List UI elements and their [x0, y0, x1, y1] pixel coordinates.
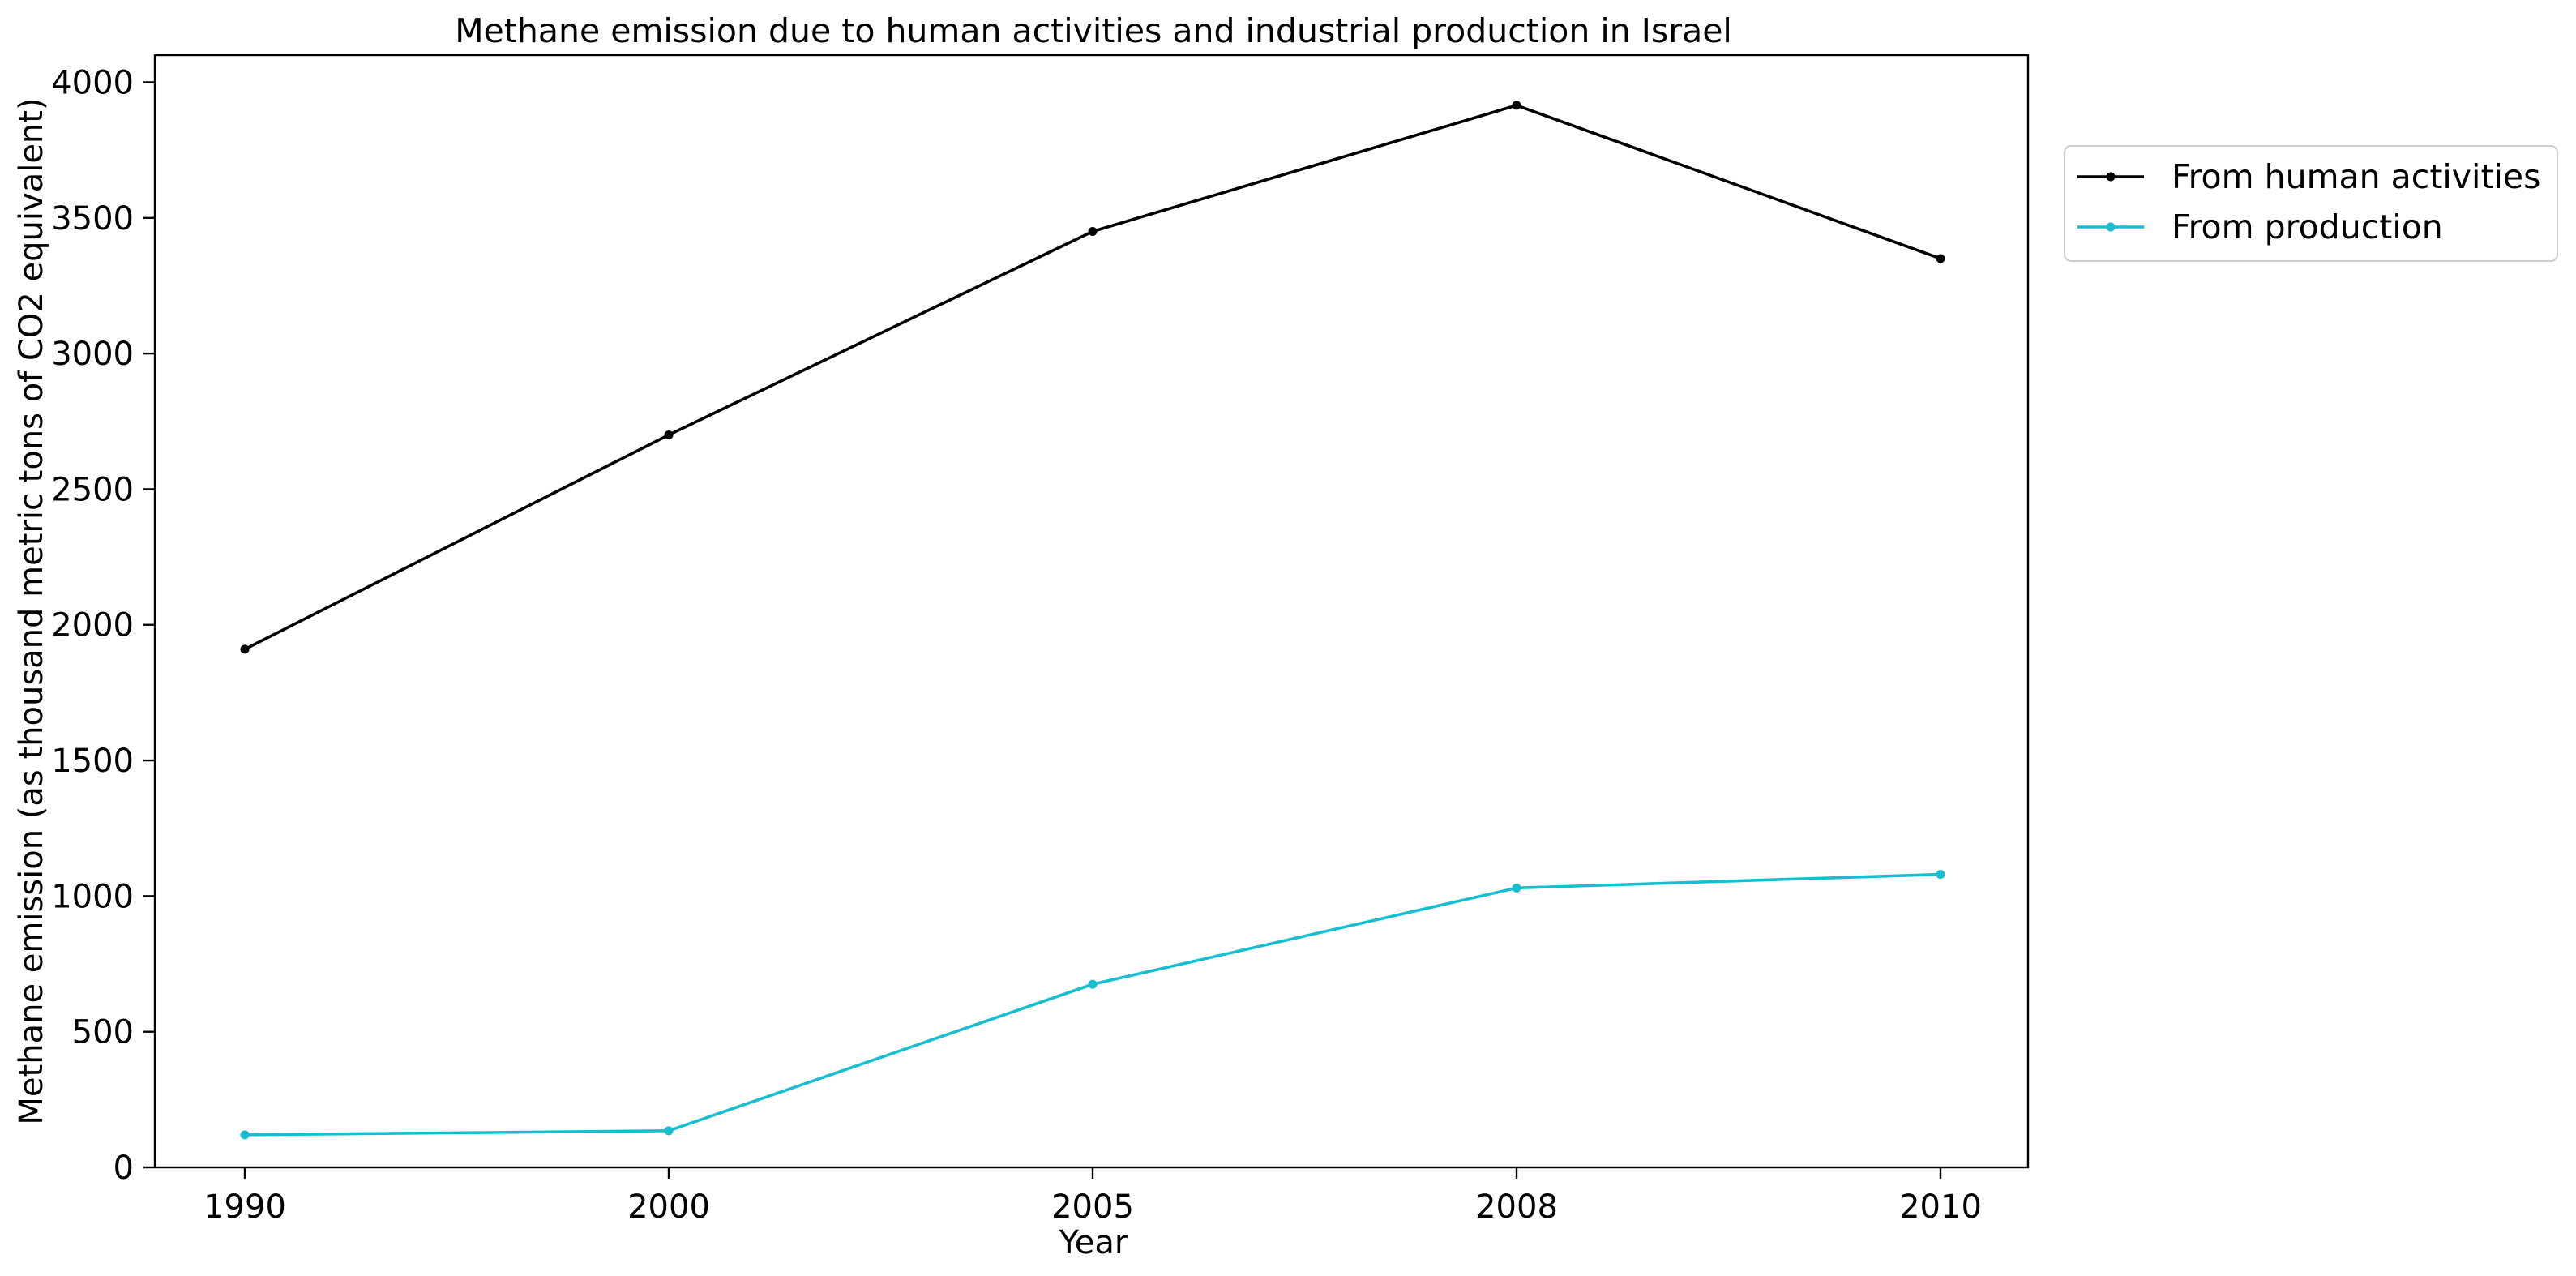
data-point-from-production: [240, 1130, 250, 1140]
legend-label: From production: [2172, 208, 2443, 246]
y-tick-label: 2000: [51, 607, 134, 644]
legend-marker: [2106, 222, 2116, 232]
x-tick-label: 2010: [1899, 1188, 1982, 1226]
y-axis: 0 500 1000 1500 2000 2500 3000 3500 4000: [51, 64, 155, 1187]
x-tick-label: 2005: [1051, 1188, 1134, 1226]
data-point-from-production: [1088, 979, 1098, 989]
legend-box: [2064, 145, 2558, 262]
data-point-from-human-activities: [664, 430, 674, 439]
x-axis-title: Year: [1059, 1224, 1128, 1261]
chart-title: Methane emission due to human activities…: [455, 11, 1732, 50]
legend-item-from-human-activities: From human activities: [2077, 157, 2541, 196]
data-point-from-production: [1936, 870, 1945, 880]
series-from-production: [240, 870, 1945, 1140]
y-tick-label: 1000: [51, 878, 134, 915]
x-tick-label: 2000: [627, 1188, 710, 1226]
y-tick-label: 1500: [51, 743, 134, 780]
y-tick-label: 3500: [51, 200, 134, 238]
y-axis-title: Methane emission (as thousand metric ton…: [13, 97, 50, 1124]
data-point-from-human-activities: [1088, 227, 1098, 237]
series-from-human-activities: [240, 101, 1945, 654]
series-line-from-production: [244, 872, 1941, 1137]
y-tick-label: 500: [72, 1014, 134, 1051]
legend-marker: [2106, 172, 2116, 182]
x-tick-label: 1990: [203, 1188, 286, 1226]
data-point-from-human-activities: [1936, 254, 1945, 263]
y-tick-label: 2500: [51, 471, 134, 508]
x-tick-label: 2008: [1475, 1188, 1558, 1226]
legend: From human activities From production: [2064, 145, 2558, 262]
y-tick-label: 0: [113, 1150, 134, 1187]
data-point-from-human-activities: [240, 644, 250, 654]
plot-area-frame: [153, 54, 2030, 1169]
data-point-from-production: [664, 1126, 674, 1136]
legend-item-from-production: From production: [2077, 208, 2443, 246]
series-layer: [240, 101, 1945, 1140]
y-tick-label: 3000: [51, 336, 134, 373]
y-tick-label: 4000: [51, 64, 134, 101]
series-line-from-human-activities: [244, 104, 1941, 651]
legend-label: From human activities: [2172, 157, 2541, 196]
data-point-from-production: [1512, 883, 1521, 893]
data-point-from-human-activities: [1512, 101, 1521, 110]
x-axis: 1990 2000 2005 2008 2010: [203, 1167, 1982, 1226]
